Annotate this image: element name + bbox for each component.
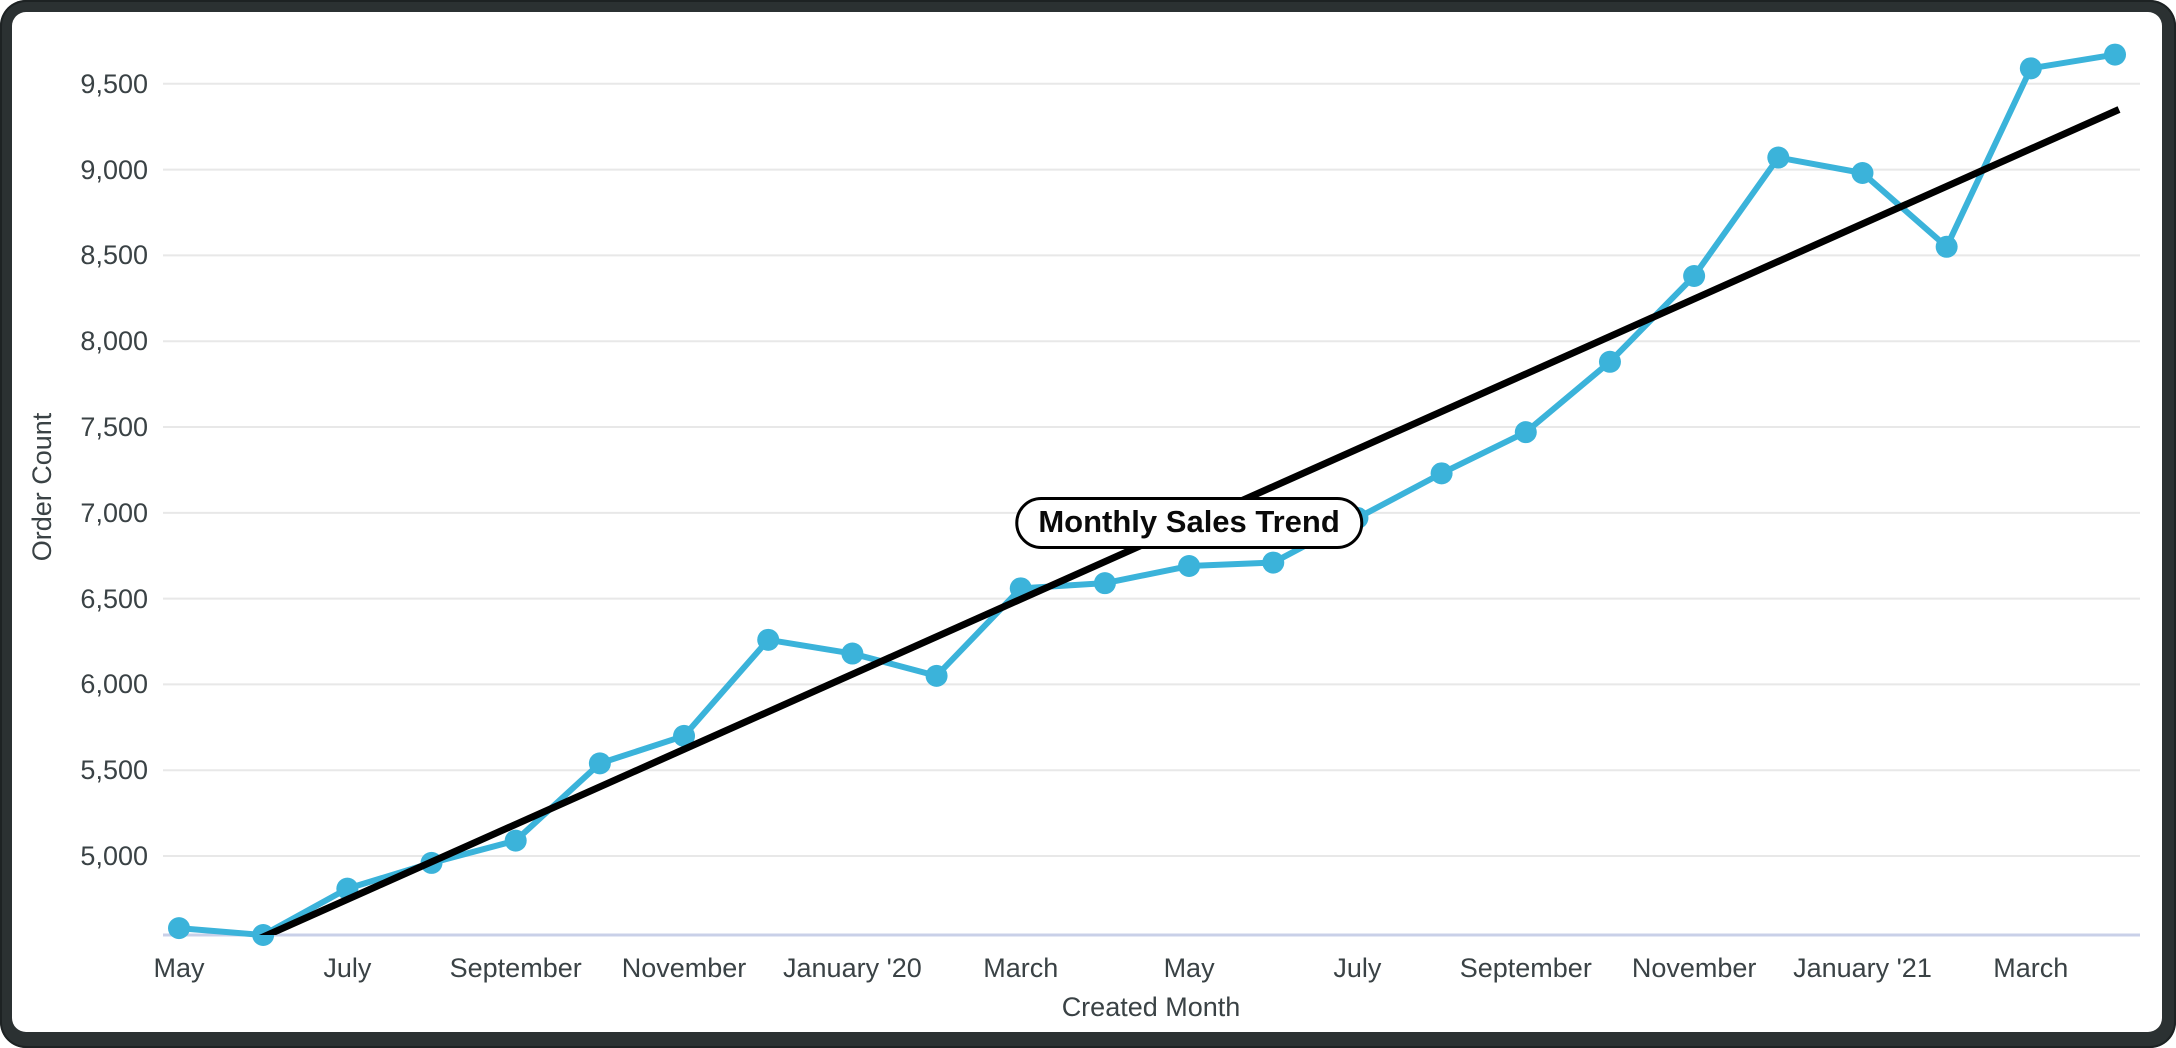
- data-point: [757, 628, 780, 651]
- x-tick-label: May: [1163, 953, 1215, 983]
- x-tick-label: July: [323, 953, 372, 983]
- x-tick-label: September: [449, 953, 582, 983]
- y-tick-label: 8,500: [80, 240, 148, 271]
- x-tick-label: May: [153, 953, 205, 983]
- x-tick-label: November: [1631, 953, 1757, 983]
- data-point: [1598, 350, 1621, 373]
- x-tick-label: March: [983, 953, 1059, 983]
- x-tick-label: July: [1333, 953, 1382, 983]
- x-tick-label: January '20: [783, 953, 922, 983]
- y-tick-label: 7,500: [80, 412, 148, 442]
- data-point: [1093, 572, 1116, 595]
- data-point: [1514, 421, 1537, 444]
- x-tick-label: September: [1459, 953, 1592, 983]
- x-tick-label: January '21: [1793, 953, 1932, 983]
- data-point: [1430, 462, 1453, 485]
- y-tick-label: 9,000: [80, 154, 148, 185]
- y-tick-label: 9,500: [80, 68, 148, 99]
- y-tick-label: 8,000: [80, 326, 148, 357]
- chart-card: Order Count Created Month Monthly Sales …: [12, 12, 2162, 1032]
- x-axis-title: Created Month: [1061, 992, 1241, 1022]
- data-point: [2019, 57, 2042, 80]
- data-point: [1178, 555, 1201, 578]
- data-point: [925, 664, 948, 687]
- data-point: [841, 642, 864, 665]
- data-point: [2104, 43, 2126, 66]
- y-tick-label: 7,000: [80, 497, 148, 528]
- data-point: [168, 917, 190, 940]
- y-tick-label: 6,500: [80, 583, 148, 614]
- x-tick-label: March: [1993, 953, 2069, 983]
- data-point: [1851, 162, 1874, 185]
- data-point: [673, 724, 696, 747]
- chart-canvas: [163, 43, 2140, 946]
- data-point: [504, 829, 527, 852]
- data-point: [1767, 146, 1790, 169]
- y-tick-label: 5,000: [80, 841, 148, 872]
- data-point: [1262, 551, 1285, 574]
- data-point: [588, 752, 611, 775]
- data-point: [1935, 235, 1958, 258]
- x-tick-label: November: [621, 953, 747, 983]
- y-tick-label: 5,500: [80, 755, 148, 786]
- trend-annotation-pill: Monthly Sales Trend: [1015, 497, 1363, 550]
- series-line: [176, 51, 2118, 938]
- y-tick-label: 6,000: [80, 669, 148, 700]
- data-point: [1683, 264, 1706, 287]
